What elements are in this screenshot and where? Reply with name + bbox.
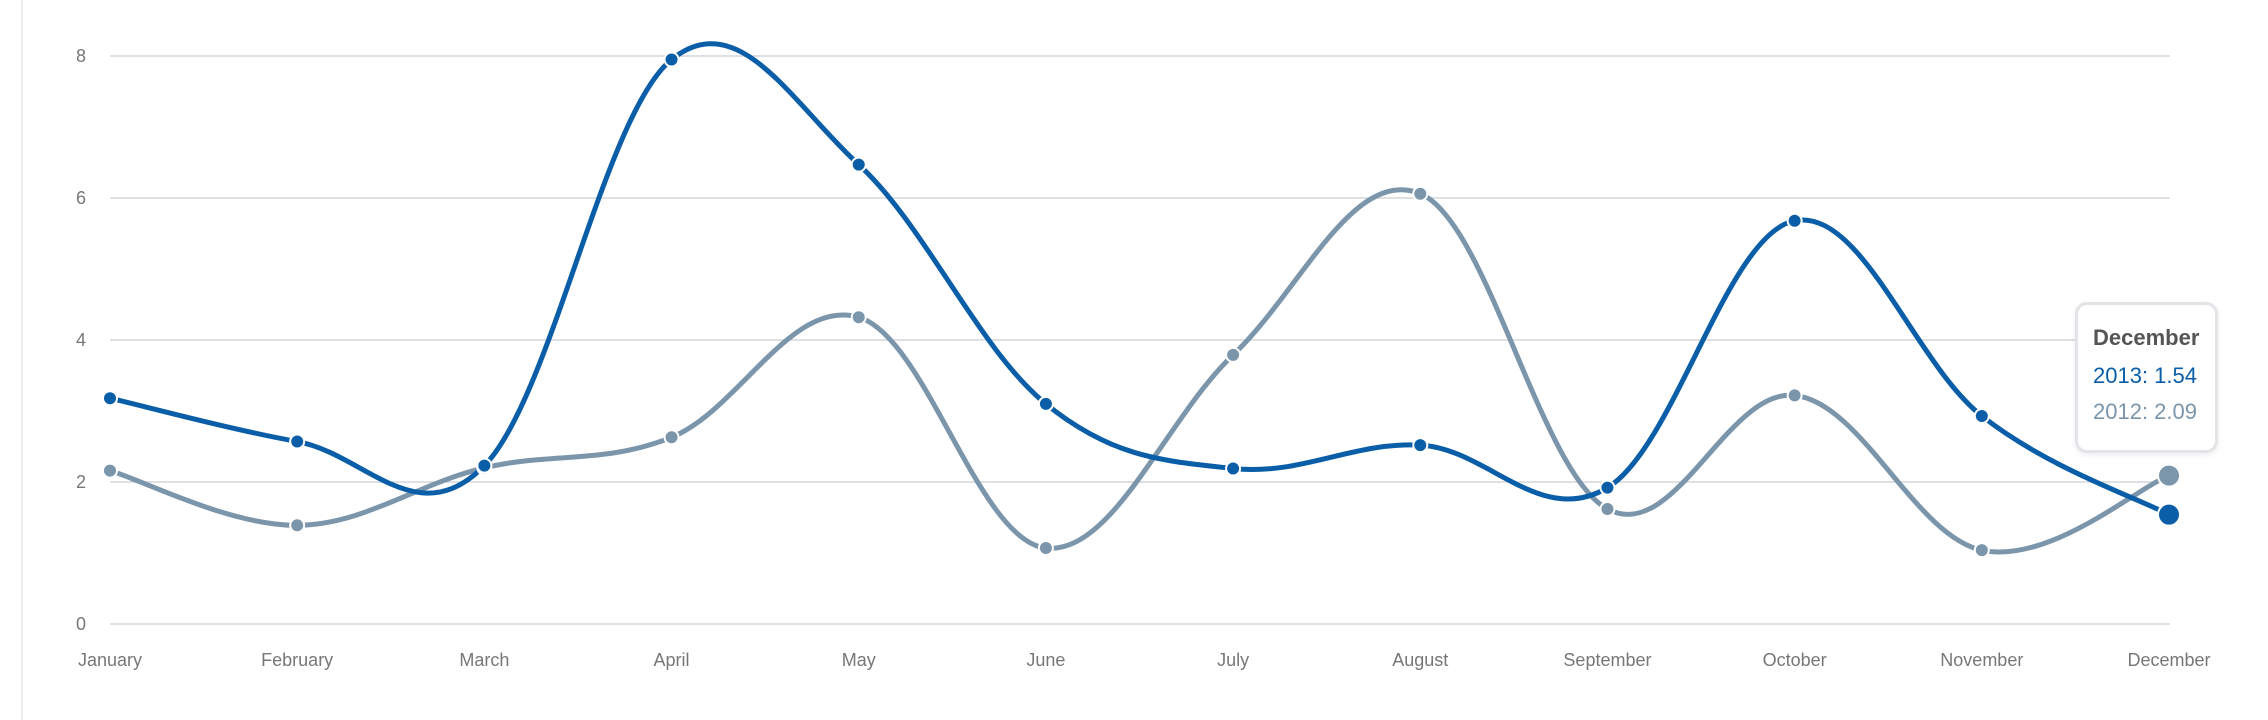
data-point-2012[interactable] bbox=[2157, 463, 2181, 488]
data-point-2012[interactable] bbox=[102, 462, 118, 479]
y-tick-label: 6 bbox=[76, 188, 86, 208]
data-point-2013[interactable] bbox=[1599, 479, 1616, 496]
series-line-2012 bbox=[107, 187, 2172, 555]
series-points[interactable] bbox=[102, 51, 2181, 559]
data-point-2012[interactable] bbox=[1037, 540, 1054, 557]
x-tick-label: December bbox=[2127, 650, 2210, 670]
tooltip-row-2012: 2012: 2.09 bbox=[2093, 399, 2197, 424]
tooltip-title: December bbox=[2093, 325, 2200, 350]
data-point-2012[interactable] bbox=[289, 517, 306, 534]
left-border bbox=[21, 0, 23, 720]
data-point-2013[interactable] bbox=[1037, 395, 1054, 412]
data-point-2012[interactable] bbox=[1599, 500, 1616, 517]
x-tick-label: April bbox=[654, 650, 690, 670]
data-point-2013[interactable] bbox=[1786, 212, 1803, 229]
grid-lines bbox=[110, 55, 2170, 625]
x-axis-ticks: January February March April May June July Augu… bbox=[78, 650, 2211, 670]
y-tick-label: 8 bbox=[76, 46, 86, 66]
y-tick-label: 4 bbox=[76, 330, 86, 350]
x-tick-label: October bbox=[1763, 650, 1827, 670]
data-point-2013[interactable] bbox=[476, 457, 493, 474]
x-tick-label: June bbox=[1026, 650, 1065, 670]
data-point-2013[interactable] bbox=[850, 156, 867, 173]
data-point-2012[interactable] bbox=[663, 429, 680, 446]
x-tick-label: September bbox=[1563, 650, 1651, 670]
data-point-2013[interactable] bbox=[1225, 460, 1242, 477]
x-tick-label: July bbox=[1217, 650, 1249, 670]
y-tick-label: 2 bbox=[76, 472, 86, 492]
series-lines bbox=[107, 41, 2172, 555]
x-tick-label: January bbox=[78, 650, 142, 670]
x-tick-label: March bbox=[459, 650, 509, 670]
tooltip-row-2013: 2013: 1.54 bbox=[2093, 363, 2197, 388]
data-point-2012[interactable] bbox=[1225, 346, 1242, 363]
y-axis-ticks: 0 2 4 6 8 bbox=[76, 46, 86, 634]
data-point-2012[interactable] bbox=[850, 309, 867, 326]
data-point-2012[interactable] bbox=[1973, 542, 1990, 559]
x-tick-label: February bbox=[261, 650, 333, 670]
x-tick-label: May bbox=[842, 650, 876, 670]
data-point-2013[interactable] bbox=[289, 433, 306, 450]
data-point-2012[interactable] bbox=[1786, 387, 1803, 404]
data-point-2013[interactable] bbox=[102, 390, 118, 407]
x-tick-label: November bbox=[1940, 650, 2023, 670]
data-point-2013[interactable] bbox=[1412, 437, 1429, 454]
data-point-2013[interactable] bbox=[2157, 502, 2181, 527]
tooltip: December 2013: 1.54 2012: 2.09 bbox=[2075, 302, 2218, 453]
data-point-2013[interactable] bbox=[663, 51, 680, 68]
y-tick-label: 0 bbox=[76, 614, 86, 634]
data-point-2012[interactable] bbox=[1412, 185, 1429, 202]
x-tick-label: August bbox=[1392, 650, 1448, 670]
series-line-2013 bbox=[107, 41, 2172, 518]
data-point-2013[interactable] bbox=[1973, 407, 1990, 424]
